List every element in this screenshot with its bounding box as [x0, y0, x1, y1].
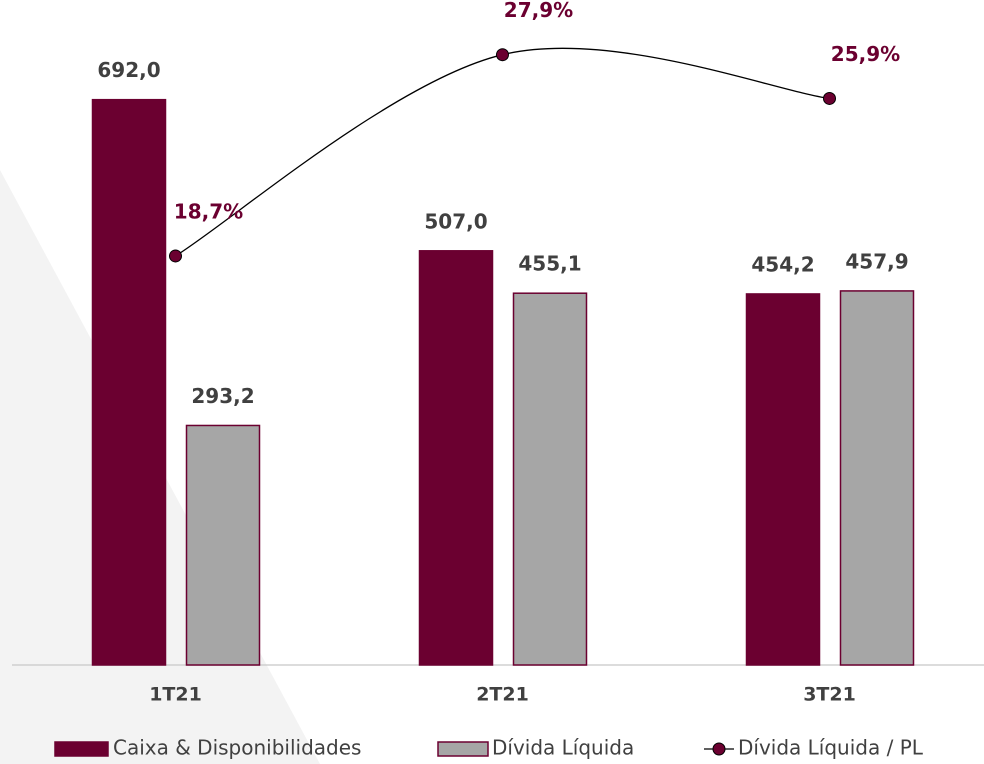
- bar: [91, 98, 167, 666]
- legend-label: Dívida Líquida: [492, 736, 634, 760]
- bar-value-label: 507,0: [424, 209, 487, 233]
- x-tick-label: 1T21: [149, 684, 202, 706]
- line: [175, 47, 830, 257]
- line-marker: [169, 249, 182, 263]
- bar: [839, 290, 915, 666]
- line-marker: [823, 91, 836, 105]
- bar-value-label: 455,1: [518, 252, 581, 276]
- legend-swatch: [437, 741, 489, 757]
- bar: [185, 424, 261, 666]
- line-value-label: 27,9%: [504, 0, 573, 22]
- legend-label: Caixa & Disponibilidades: [113, 736, 361, 760]
- legend-swatch: [54, 741, 109, 757]
- bar: [745, 293, 821, 666]
- bar: [512, 292, 588, 666]
- bar: [418, 250, 494, 666]
- bar-value-label: 692,0: [97, 58, 160, 82]
- line-value-label: 18,7%: [174, 199, 243, 223]
- bar-value-label: 454,2: [751, 252, 814, 276]
- line-marker: [496, 48, 509, 62]
- line-value-label: 25,9%: [831, 42, 900, 66]
- bar-value-label: 457,9: [845, 249, 908, 273]
- x-tick-label: 2T21: [476, 684, 529, 706]
- legend-label: Dívida Líquida / PL: [738, 736, 924, 760]
- x-tick-label: 3T21: [803, 684, 856, 706]
- bar-value-label: 293,2: [191, 384, 254, 408]
- legend-marker: [712, 742, 726, 756]
